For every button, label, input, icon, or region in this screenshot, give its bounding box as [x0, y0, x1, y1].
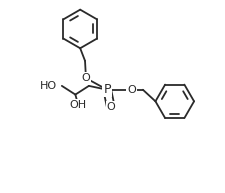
- Text: HO: HO: [40, 81, 57, 91]
- Text: OH: OH: [69, 100, 86, 110]
- Text: P: P: [103, 83, 110, 96]
- Text: O: O: [126, 85, 135, 95]
- Text: O: O: [106, 102, 115, 112]
- Text: O: O: [81, 73, 90, 83]
